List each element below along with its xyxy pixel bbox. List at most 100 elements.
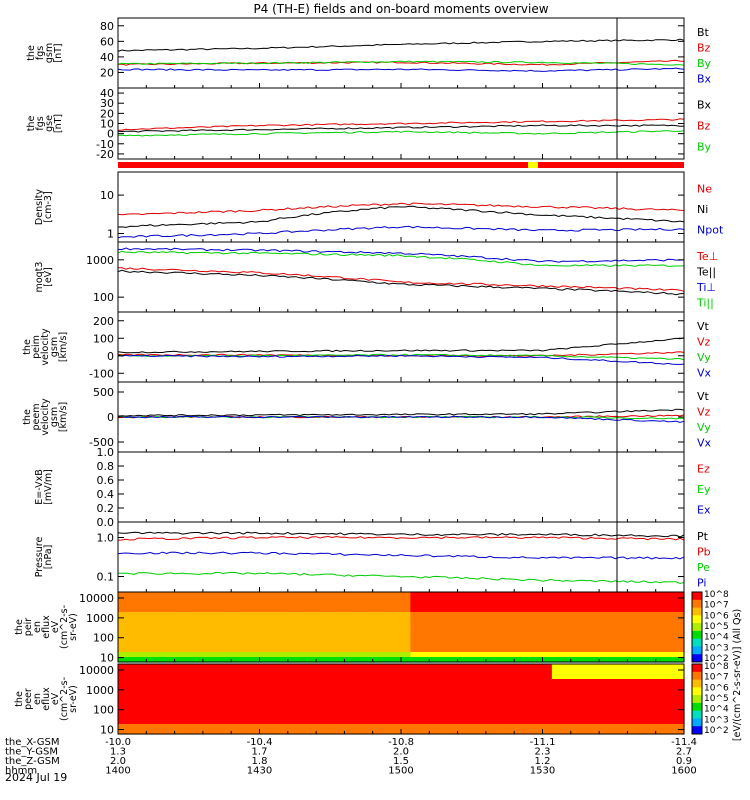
spectrogram-cell [655, 704, 666, 710]
spectrogram-cell [174, 642, 185, 648]
spectrogram-cell [363, 632, 374, 638]
spectrogram-cell [599, 617, 610, 623]
spectrogram-cell [306, 699, 317, 705]
spectrogram-cell [202, 607, 213, 613]
spectrogram-cell [646, 647, 657, 653]
spectrogram-cell [316, 622, 327, 628]
spectrogram-cell [608, 729, 619, 735]
spectrogram-cell [580, 637, 591, 643]
spectrogram-cell [316, 607, 327, 613]
spectrogram-cell [382, 607, 393, 613]
spectrogram-cell [636, 714, 647, 720]
spectrogram-cell [467, 709, 477, 715]
spectrogram-cell [155, 714, 166, 720]
spectrogram-cell [627, 689, 638, 695]
spectrogram-cell [136, 597, 147, 603]
spectrogram-cell [429, 704, 440, 710]
spectrogram-cell [287, 632, 298, 638]
spectrogram-cell [316, 719, 327, 725]
spectrogram-cell [674, 647, 685, 653]
spectrogram-cell [316, 617, 327, 623]
spectrogram-cell [382, 729, 393, 735]
series-line-By [117, 130, 685, 137]
orbit-value: 1530 [530, 766, 555, 777]
spectrogram-cell [504, 617, 515, 623]
spectrogram-cell [665, 709, 676, 715]
spectrogram-cell [467, 612, 477, 618]
spectrogram-cell [344, 622, 355, 628]
spectrogram-cell [165, 612, 176, 618]
spectrogram-cell [259, 719, 270, 725]
spectrogram-cell [146, 642, 157, 648]
spectrogram-cell [268, 664, 279, 670]
spectrogram-cell [240, 724, 251, 730]
spectrogram-cell [457, 694, 468, 700]
spectrogram-cell [419, 597, 430, 603]
spectrogram-cell [580, 724, 591, 730]
spectrogram-cell [646, 657, 657, 663]
spectrogram-cell [155, 657, 166, 663]
spectrogram-cell [542, 637, 553, 643]
spectrogram-cell [514, 719, 525, 725]
spectrogram-cell [231, 647, 242, 653]
y-axis-label: fgs [35, 46, 46, 60]
spectrogram-cell [382, 669, 393, 675]
spectrogram-cell [297, 627, 308, 633]
spectrogram-cell [165, 664, 176, 670]
spectrogram-cell [589, 597, 600, 603]
spectrogram-cell [146, 607, 157, 613]
spectrogram-cell [212, 622, 223, 628]
spectrogram-cell [259, 622, 270, 628]
spectrogram-cell [457, 669, 468, 675]
spectrogram-cell [674, 674, 685, 680]
spectrogram-cell [193, 642, 204, 648]
spectrogram-cell [202, 669, 213, 675]
spectrogram-cell [268, 729, 279, 735]
spectrogram-cell [665, 699, 676, 705]
spectrogram-cell [278, 647, 289, 653]
spectrogram-cell [570, 724, 581, 730]
spectrogram-cell [485, 724, 496, 730]
spectrogram-cell [259, 699, 270, 705]
spectrogram-cell [646, 617, 657, 623]
spectrogram-cell [391, 724, 402, 730]
spectrogram-cell [136, 709, 147, 715]
spectrogram-cell [259, 632, 270, 638]
spectrogram-cell [514, 704, 525, 710]
spectrogram-cell [599, 597, 610, 603]
spectrogram-cell [278, 617, 289, 623]
spectrogram-cell [495, 684, 506, 690]
spectrogram-cell [589, 664, 600, 670]
spectrogram-cell [636, 622, 647, 628]
spectrogram-cell [193, 632, 204, 638]
spectrogram-cell [561, 617, 572, 623]
spectrogram-cell [325, 617, 336, 623]
spectrogram-cell [504, 642, 515, 648]
spectrogram-cell [335, 647, 345, 653]
spectrogram-cell [221, 689, 232, 695]
orbit-value: 1.5 [393, 756, 409, 767]
spectrogram-cell [193, 689, 204, 695]
spectrogram-cell [127, 622, 138, 628]
spectrogram-cell [297, 699, 308, 705]
spectrogram-cell [259, 714, 270, 720]
spectrogram-cell [467, 632, 477, 638]
spectrogram-cell [599, 632, 610, 638]
y-axis-label: the [14, 691, 25, 707]
spectrogram-cell [353, 679, 364, 685]
spectrogram-cell [155, 694, 166, 700]
spectrogram-cell [504, 657, 515, 663]
spectrogram-cell [448, 679, 459, 685]
spectrogram-cell [127, 664, 138, 670]
spectrogram-cell [231, 617, 242, 623]
spectrogram-cell [372, 704, 383, 710]
spectrogram-cell [580, 632, 591, 638]
spectrogram-cell [250, 657, 261, 663]
spectrogram-cell [608, 607, 619, 613]
spectrogram-cell [372, 729, 383, 735]
spectrogram-cell [278, 719, 289, 725]
spectrogram-cell [533, 607, 544, 613]
spectrogram-cell [278, 597, 289, 603]
spectrogram-cell [212, 689, 223, 695]
spectrogram-cell [363, 709, 374, 715]
